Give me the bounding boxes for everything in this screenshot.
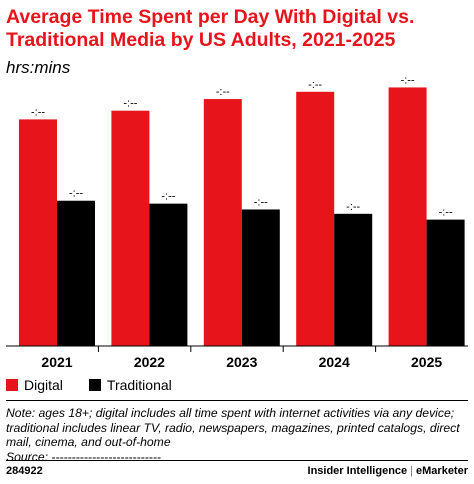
bar-digital-2024 xyxy=(296,91,335,346)
legend-label-digital: Digital xyxy=(24,377,63,393)
legend: Digital Traditional xyxy=(6,376,198,394)
legend-swatch-traditional xyxy=(88,379,101,391)
x-tick-label-2025: 2025 xyxy=(411,354,442,370)
data-label-digital-2023: -:-- xyxy=(216,86,230,98)
x-tick-label-2021: 2021 xyxy=(41,354,72,370)
data-label-digital-2024: -:-- xyxy=(308,79,322,91)
divider-bottom xyxy=(6,460,468,461)
data-label-traditional-2021: -:-- xyxy=(69,188,83,200)
legend-item-traditional: Traditional xyxy=(88,377,172,393)
note-block: Note: ages 18+; digital includes all tim… xyxy=(6,406,470,464)
bar-traditional-2021 xyxy=(57,200,95,346)
note-text: Note: ages 18+; digital includes all tim… xyxy=(6,406,460,450)
source-text: Source: --------------------------- xyxy=(6,449,161,464)
legend-swatch-digital xyxy=(6,379,18,391)
bar-digital-2025 xyxy=(388,87,427,346)
x-tick-label-2024: 2024 xyxy=(319,354,350,370)
data-label-traditional-2024: -:-- xyxy=(346,201,360,213)
bar-digital-2023 xyxy=(203,99,242,346)
brand-separator: | xyxy=(410,465,414,477)
bar-chart: -:-- -:-- 2021 -:-- -:-- 2022 -:-- -:-- 2023 -:--… xyxy=(6,74,468,370)
data-label-digital-2025: -:-- xyxy=(401,74,415,86)
brand-emarketer: eMarketer xyxy=(416,465,468,477)
bar-digital-2022 xyxy=(111,110,150,347)
chart-subtitle: hrs:mins xyxy=(6,58,71,77)
x-tick-label-2022: 2022 xyxy=(134,354,165,370)
bar-traditional-2022 xyxy=(149,203,188,346)
data-label-traditional-2025: -:-- xyxy=(439,207,453,219)
data-label-digital-2022: -:-- xyxy=(123,98,137,110)
divider-top xyxy=(6,400,468,401)
chart-id: 284922 xyxy=(6,465,43,477)
bar-digital-2021 xyxy=(19,119,57,347)
data-label-traditional-2023: -:-- xyxy=(254,196,268,208)
brand: Insider Intelligence | eMarketer xyxy=(308,465,468,477)
bar-traditional-2023 xyxy=(241,209,280,346)
x-tick-label-2023: 2023 xyxy=(226,354,257,370)
data-label-traditional-2022: -:-- xyxy=(161,191,175,203)
bar-traditional-2024 xyxy=(334,213,373,346)
data-label-digital-2021: -:-- xyxy=(31,106,45,118)
brand-insider-intelligence: Insider Intelligence xyxy=(307,465,408,477)
legend-item-digital: Digital xyxy=(6,377,63,393)
bar-traditional-2025 xyxy=(426,219,465,346)
chart-title: Average Time Spent per Day With Digital … xyxy=(6,6,415,51)
legend-label-traditional: Traditional xyxy=(106,377,172,393)
